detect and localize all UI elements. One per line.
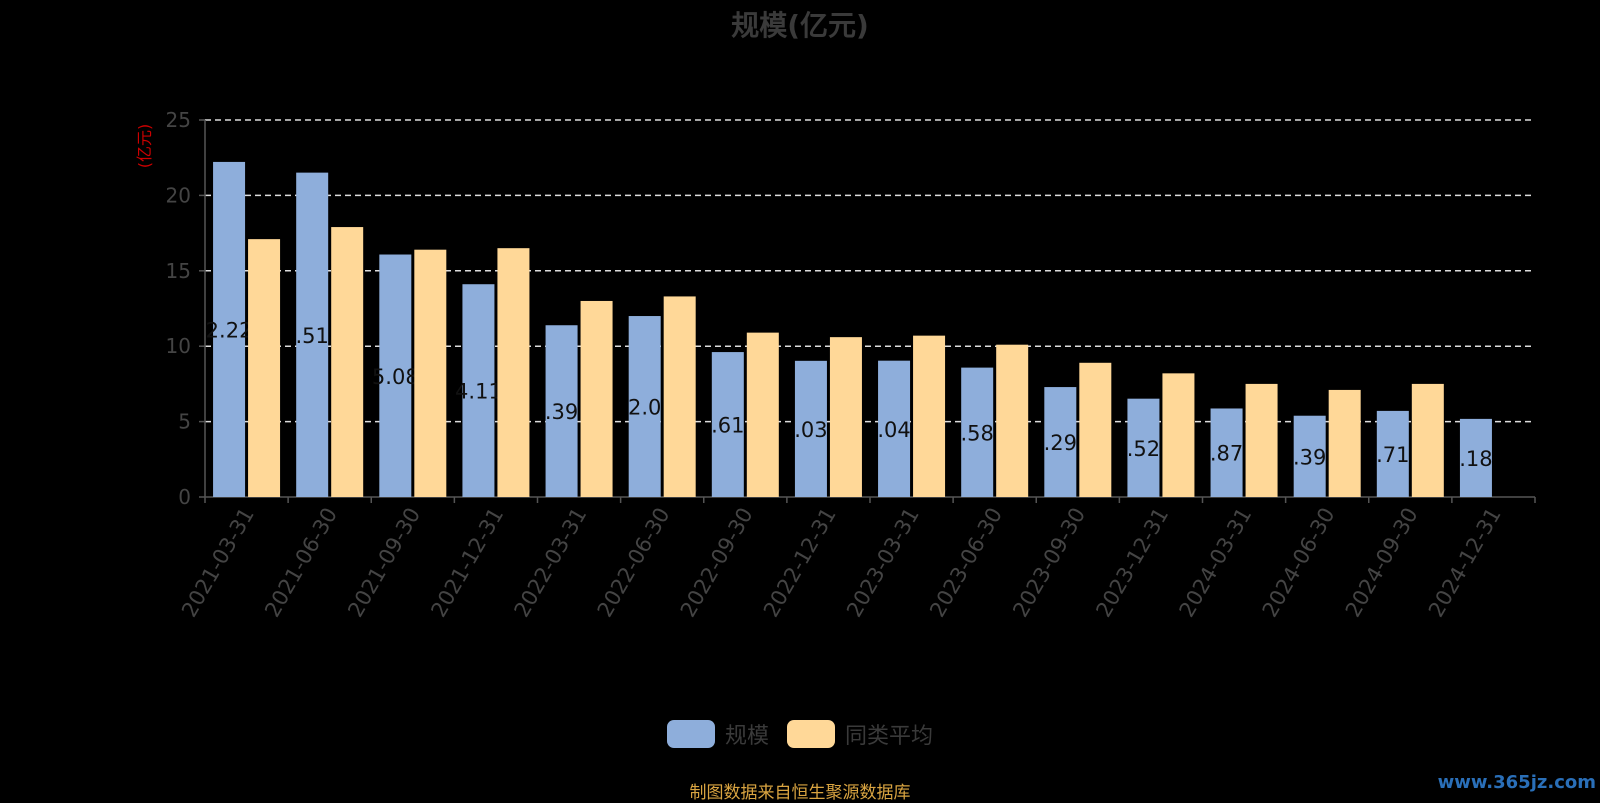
bar-scale	[213, 161, 246, 497]
bar-peer-average	[1245, 383, 1278, 497]
x-tick-label: 2021-09-30	[343, 504, 425, 622]
x-tick-label: 2023-03-31	[842, 504, 924, 622]
y-tick-label: 0	[178, 485, 191, 509]
bar-scale	[1044, 387, 1077, 497]
bar-peer-average	[414, 249, 447, 497]
watermark: www.365jz.com	[1437, 772, 1596, 793]
x-tick-label: 2021-12-31	[426, 504, 508, 622]
bar-peer-average	[829, 337, 862, 497]
chart-title: 规模(亿元)	[731, 9, 869, 42]
bar-scale	[296, 172, 329, 497]
x-tick-label: 2022-06-30	[593, 504, 675, 622]
bar-peer-average	[746, 332, 779, 497]
bar-scale	[878, 360, 911, 497]
data-label-scale: .39	[545, 400, 578, 424]
x-tick-label: 2024-12-31	[1424, 504, 1506, 622]
x-tick-label: 2022-03-31	[510, 504, 592, 622]
bar-peer-average	[1079, 362, 1112, 497]
x-tick-label: 2023-09-30	[1008, 504, 1090, 622]
bar-scale	[1127, 398, 1160, 497]
legend: 规模 同类平均	[0, 718, 1600, 750]
data-label-scale: 4.11	[455, 380, 502, 404]
data-label-scale: .39	[1293, 445, 1326, 469]
y-tick-label: 10	[166, 334, 191, 358]
legend-label-scale: 规模	[724, 724, 769, 749]
x-tick-label: 2023-06-30	[925, 504, 1007, 622]
bar-peer-average	[580, 300, 613, 497]
bar-chart: 0 5 10 15 20 25 (亿元) 2.22 2021-03-31 .51 2021-06-3…	[135, 108, 1536, 622]
bar-peer-average	[663, 296, 696, 497]
bar-scale	[628, 316, 661, 497]
bar-peer-average	[996, 344, 1029, 497]
data-label-scale: .71	[1376, 443, 1409, 467]
x-tick-label: 2024-09-30	[1341, 504, 1423, 622]
data-label-scale: .58	[960, 421, 993, 445]
legend-item-scale[interactable]: 规模	[666, 718, 769, 750]
data-label-scale: .03	[794, 418, 827, 442]
y-tick-label: 20	[166, 183, 191, 207]
bar-peer-average	[1411, 383, 1444, 497]
bar-scale	[462, 284, 495, 497]
x-tick-label: 2021-06-30	[260, 504, 342, 622]
data-label-scale: 2.0	[628, 396, 661, 420]
data-label-scale: .52	[1127, 437, 1160, 461]
bar-scale	[1376, 410, 1409, 497]
data-label-scale: .87	[1210, 442, 1243, 466]
x-tick-label: 2024-03-31	[1175, 504, 1257, 622]
bar-scale	[1210, 408, 1243, 497]
x-tick-label: 2024-06-30	[1258, 504, 1340, 622]
x-tick-label: 2023-12-31	[1091, 504, 1173, 622]
bar-peer-average	[1162, 373, 1195, 497]
y-axis-label: (亿元)	[135, 124, 154, 169]
data-label-scale: .61	[711, 414, 744, 438]
y-tick-label: 15	[166, 259, 191, 283]
bar-peer-average	[331, 227, 364, 497]
x-tick-label: 2022-12-31	[759, 504, 841, 622]
bar-scale	[545, 325, 578, 497]
x-tick-label: 2022-09-30	[676, 504, 758, 622]
bar-peer-average	[1328, 389, 1361, 497]
data-label-scale: .51	[295, 324, 328, 348]
bar-scale	[1459, 418, 1492, 497]
bar-peer-average	[913, 335, 946, 497]
data-label-scale: .29	[1044, 431, 1077, 455]
x-tick-label: 2021-03-31	[177, 504, 259, 622]
legend-swatch-peer-average	[787, 720, 835, 748]
source-note: 制图数据来自恒生聚源数据库	[689, 783, 911, 803]
legend-label-peer-average: 同类平均	[845, 724, 934, 749]
data-label-scale: .04	[877, 418, 910, 442]
bar-scale	[961, 367, 994, 497]
y-tick-label: 5	[178, 410, 191, 434]
legend-item-peer-average[interactable]: 同类平均	[787, 718, 933, 750]
y-tick-label: 25	[166, 108, 191, 132]
data-label-scale: 2.22	[206, 318, 253, 342]
bar-peer-average	[497, 248, 530, 497]
bar-scale	[379, 254, 412, 497]
legend-swatch-scale	[666, 720, 715, 748]
bar-scale	[794, 360, 827, 497]
bar-scale	[711, 352, 744, 497]
bar-scale	[1293, 415, 1326, 497]
bar-peer-average	[248, 239, 281, 497]
data-label-scale: 5.08	[372, 365, 419, 389]
data-label-scale: .18	[1459, 447, 1492, 471]
